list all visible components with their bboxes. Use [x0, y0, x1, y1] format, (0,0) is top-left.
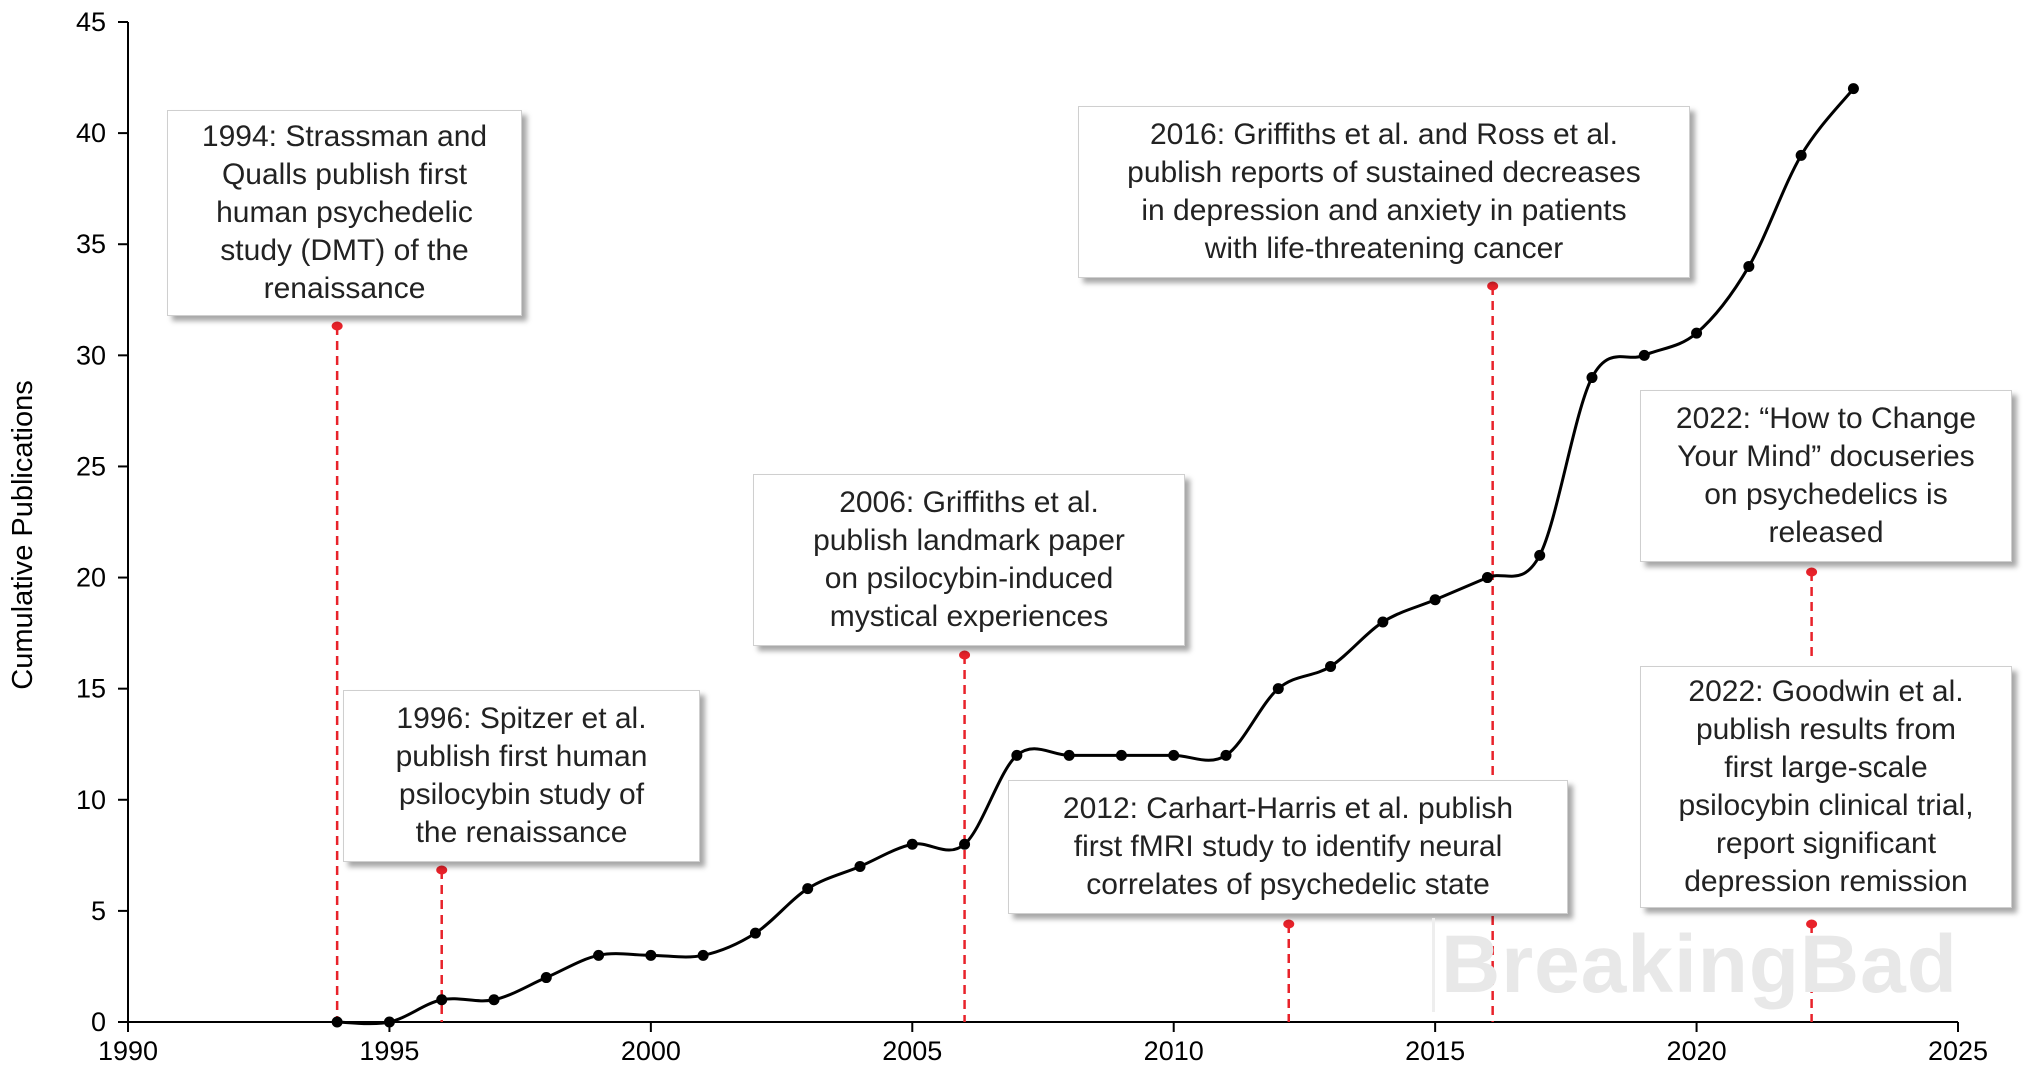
- annotation-box: 2022: “How to Change Your Mind” docuserie…: [1640, 390, 2012, 562]
- annotation-line: 2006: Griffiths et al.: [839, 486, 1099, 519]
- annotation-marker: [1487, 281, 1499, 291]
- data-point: [488, 994, 500, 1006]
- data-point: [1325, 660, 1337, 672]
- annotation-box: 2012: Carhart-Harris et al. publish first…: [1008, 780, 1568, 914]
- data-point: [749, 927, 761, 939]
- data-point: [1743, 260, 1755, 272]
- annotation-marker: [959, 650, 971, 660]
- x-tick-label: 1990: [98, 1036, 158, 1066]
- x-tick-label: 2005: [882, 1036, 942, 1066]
- y-tick-label: 35: [76, 229, 106, 259]
- data-point: [593, 949, 605, 961]
- data-point: [331, 1016, 343, 1028]
- x-tick-label: 2000: [621, 1036, 681, 1066]
- y-tick-label: 25: [76, 451, 106, 481]
- annotation-line: 2022: Goodwin et al.: [1688, 675, 1964, 708]
- annotation-line: released: [1768, 516, 1884, 549]
- data-point: [1586, 372, 1598, 384]
- series-line: [337, 87, 1855, 1026]
- x-tick-label: 2010: [1144, 1036, 1204, 1066]
- data-point: [1534, 549, 1546, 561]
- annotation-line: renaissance: [263, 272, 426, 305]
- annotation-line: report significant: [1715, 827, 1937, 860]
- data-point: [1011, 749, 1023, 761]
- annotation-box: 2006: Griffiths et al. publish landmark p…: [753, 474, 1185, 646]
- data-point: [1377, 616, 1389, 628]
- data-point: [540, 972, 552, 984]
- annotation-line: depression remission: [1684, 865, 1968, 898]
- x-tick-label: 2025: [1928, 1036, 1988, 1066]
- annotation-line: mystical experiences: [829, 600, 1109, 633]
- annotation-box: 2022: Goodwin et al. publish results from…: [1640, 666, 2012, 908]
- y-tick-label: 20: [76, 563, 106, 593]
- annotation-line: 1996: Spitzer et al.: [396, 702, 647, 735]
- annotation-line: human psychedelic: [216, 196, 473, 229]
- y-tick-label: 5: [91, 896, 106, 926]
- y-tick-label: 15: [76, 674, 106, 704]
- annotation-line: on psilocybin-induced: [824, 562, 1114, 595]
- series: [331, 83, 1859, 1028]
- annotation-line: first large-scale: [1724, 751, 1928, 784]
- annotation-line: Your Mind” docuseries: [1677, 440, 1975, 473]
- annotation-line: study (DMT) of the: [220, 234, 469, 267]
- watermark: BreakingBad: [1432, 918, 1958, 1012]
- data-point: [1063, 749, 1075, 761]
- annotation-line: 1994: Strassman and: [201, 120, 488, 153]
- annotation-line: psilocybin study of: [398, 778, 645, 811]
- annotation-line: in depression and anxiety in patients: [1141, 194, 1627, 227]
- data-point: [1795, 149, 1807, 161]
- annotation-line: on psychedelics is: [1704, 478, 1948, 511]
- data-point: [1115, 749, 1127, 761]
- annotation-line: 2012: Carhart-Harris et al. publish: [1062, 792, 1514, 825]
- x-tick-label: 2015: [1405, 1036, 1465, 1066]
- data-point: [383, 1016, 395, 1028]
- annotation-line: publish first human: [395, 740, 648, 773]
- y-axis-label: Cumulative Publications: [7, 380, 39, 689]
- data-point: [1220, 749, 1232, 761]
- annotation-line: correlates of psychedelic state: [1086, 868, 1490, 901]
- data-point: [697, 949, 709, 961]
- y-tick-label: 45: [76, 7, 106, 37]
- y-tick-label: 10: [76, 785, 106, 815]
- annotation-line: publish results from: [1695, 713, 1957, 746]
- axes: 1990 1995 2000 2005 2010 2015 2020 202505101520…: [76, 7, 1988, 1066]
- annotation-line: Qualls publish first: [221, 158, 468, 191]
- data-point: [802, 883, 814, 895]
- y-tick-label: 40: [76, 118, 106, 148]
- data-point: [645, 949, 657, 961]
- annotation-marker: [1806, 919, 1818, 929]
- data-point: [1168, 749, 1180, 761]
- annotation-marker: [331, 321, 343, 331]
- annotation-line: psilocybin clinical trial,: [1678, 789, 1974, 822]
- data-point: [959, 838, 971, 850]
- annotation-box: 1994: Strassman and Qualls publish first h…: [167, 110, 522, 316]
- annotation-line: first fMRI study to identify neural: [1073, 830, 1503, 863]
- data-point: [1481, 572, 1493, 584]
- data-point: [906, 838, 918, 850]
- annotation-marker: [1283, 919, 1295, 929]
- annotation-line: publish reports of sustained decreases: [1127, 156, 1641, 189]
- y-tick-label: 0: [91, 1007, 106, 1037]
- annotation-line: publish landmark paper: [813, 524, 1125, 557]
- data-point: [1638, 349, 1650, 361]
- x-tick-label: 1995: [359, 1036, 419, 1066]
- annotation-marker: [1806, 567, 1818, 577]
- data-point: [854, 860, 866, 872]
- annotation-box: 1996: Spitzer et al. publish first human p…: [343, 690, 700, 862]
- y-tick-label: 30: [76, 340, 106, 370]
- data-point: [1429, 594, 1441, 606]
- data-point: [1691, 327, 1703, 339]
- data-point: [1272, 683, 1284, 695]
- annotation-box: 2016: Griffiths et al. and Ross et al. pu…: [1078, 106, 1690, 278]
- annotation-line: 2016: Griffiths et al. and Ross et al.: [1149, 118, 1619, 151]
- annotation-line: with life-threatening cancer: [1204, 232, 1564, 265]
- annotation-marker: [436, 865, 448, 875]
- data-point: [1847, 83, 1859, 95]
- annotation-line: 2022: “How to Change: [1675, 402, 1977, 435]
- data-point: [436, 994, 448, 1006]
- x-tick-label: 2020: [1667, 1036, 1727, 1066]
- annotation-line: the renaissance: [415, 816, 628, 849]
